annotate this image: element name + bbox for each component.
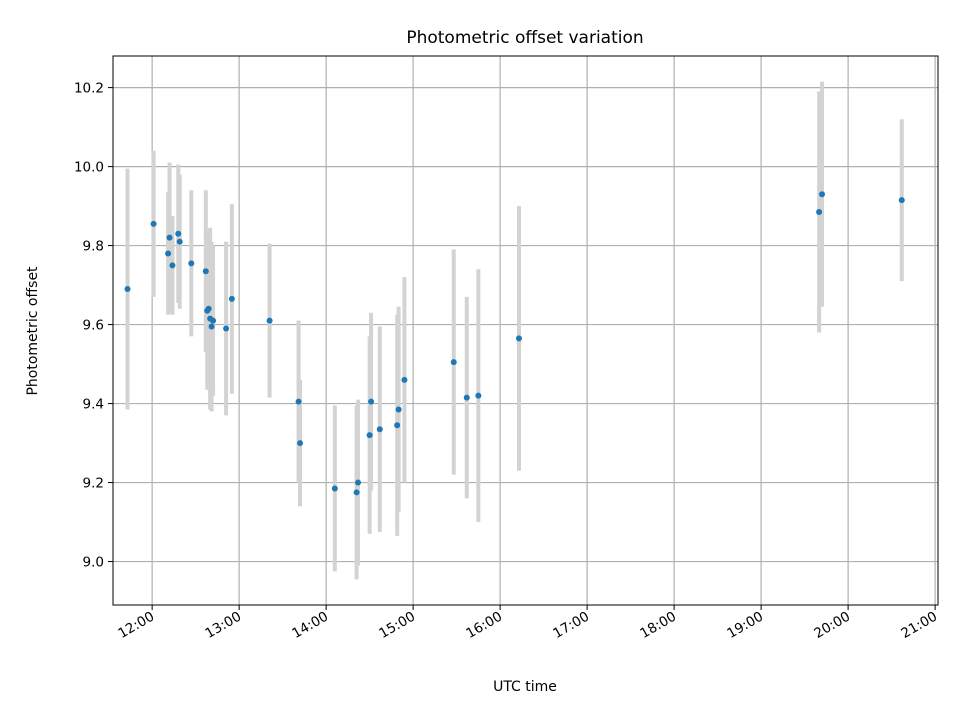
y-axis-label: Photometric offset (25, 266, 41, 396)
y-tick-label: 10.2 (74, 81, 104, 97)
data-point (816, 209, 823, 216)
data-point (150, 220, 157, 227)
data-point (368, 398, 375, 405)
data-point (331, 485, 338, 492)
chart-title: Photometric offset variation (406, 28, 643, 48)
data-point (515, 335, 522, 342)
data-point (169, 262, 176, 269)
data-point (450, 359, 457, 366)
data-point (210, 317, 217, 324)
data-point (401, 376, 408, 383)
data-point (188, 260, 195, 267)
data-point (353, 489, 360, 496)
data-point (124, 286, 131, 293)
data-point (297, 440, 304, 447)
data-point (223, 325, 230, 332)
data-points (124, 191, 905, 496)
y-tick-label: 9.4 (83, 397, 104, 413)
data-point (205, 305, 212, 312)
data-point (295, 398, 302, 405)
data-point (366, 432, 373, 439)
data-point (394, 422, 401, 429)
data-point (395, 406, 402, 413)
data-point (208, 323, 215, 330)
grid (113, 56, 938, 605)
y-tick-label: 9.6 (83, 318, 104, 334)
data-point (202, 268, 209, 275)
data-point (355, 479, 362, 486)
data-point (166, 234, 173, 241)
data-point (898, 197, 905, 204)
data-point (475, 392, 482, 399)
y-tick-label: 10.0 (74, 160, 104, 176)
data-point (266, 317, 273, 324)
data-point (175, 230, 182, 237)
y-tick-label: 9.0 (83, 555, 104, 571)
x-axis-label: UTC time (493, 679, 557, 695)
data-point (463, 394, 470, 401)
data-point (376, 426, 383, 433)
data-point (819, 191, 826, 198)
plot-frame (112, 55, 939, 606)
y-tick-label: 9.8 (83, 239, 104, 255)
y-tick-label: 9.2 (83, 476, 104, 492)
data-point (165, 250, 172, 257)
data-point (176, 238, 183, 245)
data-point (228, 295, 235, 302)
